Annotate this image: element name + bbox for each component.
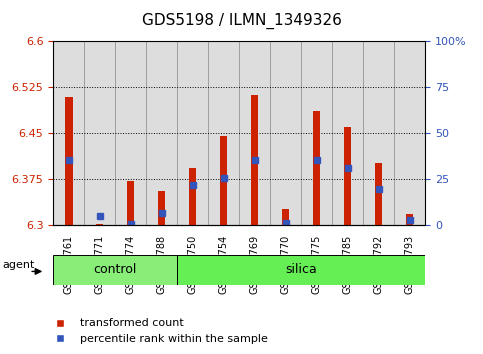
Bar (406, 214, 413, 225)
Text: control: control (93, 263, 137, 276)
Bar (127, 181, 134, 225)
Bar (115, 41, 146, 225)
Bar (158, 191, 166, 225)
Bar (239, 41, 270, 225)
Bar (84, 41, 115, 225)
Bar (189, 169, 197, 225)
Bar (332, 41, 363, 225)
Bar (301, 41, 332, 225)
Bar (394, 41, 425, 225)
Bar (146, 41, 177, 225)
Bar (177, 41, 208, 225)
Bar (313, 111, 320, 225)
Bar (220, 136, 227, 225)
Bar (65, 97, 72, 225)
Bar (270, 41, 301, 225)
Bar (53, 41, 84, 225)
Text: silica: silica (285, 263, 317, 276)
Bar (251, 95, 258, 225)
Bar (96, 224, 103, 225)
Bar (53, 255, 177, 285)
Text: GDS5198 / ILMN_1349326: GDS5198 / ILMN_1349326 (142, 12, 341, 29)
Bar (177, 255, 425, 285)
Bar (344, 127, 352, 225)
Bar (282, 210, 289, 225)
Legend: transformed count, percentile rank within the sample: transformed count, percentile rank withi… (44, 314, 272, 348)
Bar (375, 164, 383, 225)
Bar (208, 41, 239, 225)
Text: agent: agent (3, 261, 35, 270)
Bar (363, 41, 394, 225)
